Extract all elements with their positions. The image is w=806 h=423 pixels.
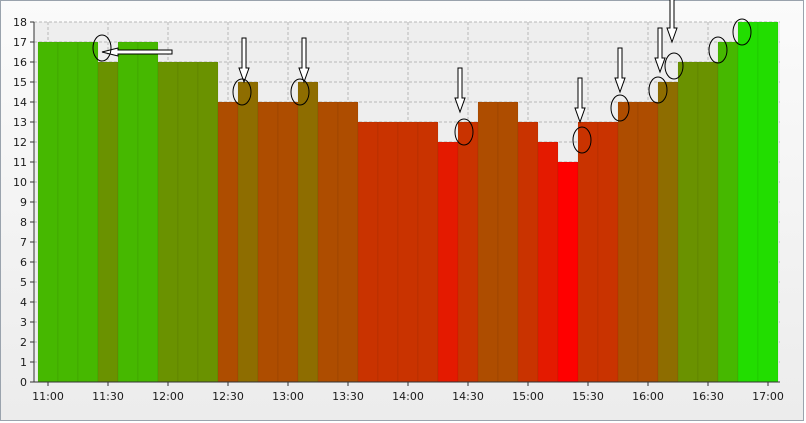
bar: [737, 21, 759, 383]
y-tick-label: 10: [13, 176, 27, 189]
annotations: [92, 0, 752, 154]
bar: [497, 101, 519, 383]
y-tick-label: 18: [13, 16, 27, 29]
annotation-ellipse: [454, 118, 474, 146]
x-tick-label: 16:00: [632, 390, 664, 403]
bar: [297, 81, 319, 383]
y-tick-label: 1: [20, 356, 27, 369]
bar: [157, 61, 179, 383]
annotation-ellipse: [290, 78, 310, 106]
y-tick-label: 12: [13, 136, 27, 149]
annotation-arrow-down: [614, 47, 626, 94]
bar: [637, 101, 659, 383]
bar: [317, 101, 339, 383]
bar: [177, 61, 199, 383]
bar: [557, 161, 579, 383]
x-tick-label: 12:30: [212, 390, 244, 403]
annotation-arrow-down: [298, 37, 310, 84]
x-tick-label: 15:00: [512, 390, 544, 403]
bar: [437, 141, 459, 383]
annotation-ellipse: [664, 52, 684, 80]
bar: [357, 121, 379, 383]
bar: [237, 81, 259, 383]
y-tick-label: 5: [20, 276, 27, 289]
x-tick-label: 13:30: [332, 390, 364, 403]
annotation-ellipse: [648, 76, 668, 104]
bar: [477, 101, 499, 383]
bar: [117, 41, 139, 383]
y-tick-label: 15: [13, 76, 27, 89]
y-tick-label: 13: [13, 116, 27, 129]
bar: [677, 61, 699, 383]
x-tick-label: 14:00: [392, 390, 424, 403]
bar: [277, 101, 299, 383]
bar: [97, 61, 119, 383]
bar: [57, 41, 79, 383]
bar: [137, 41, 159, 383]
x-tick-label: 13:00: [272, 390, 304, 403]
annotation-ellipse: [572, 126, 592, 154]
x-tick-label: 11:30: [92, 390, 124, 403]
bar: [697, 61, 719, 383]
annotation-ellipse: [708, 36, 728, 64]
annotation-ellipse: [92, 34, 112, 62]
bar: [417, 121, 439, 383]
x-tick-label: 12:00: [152, 390, 184, 403]
y-tick-label: 4: [20, 296, 27, 309]
bar: [717, 41, 739, 383]
bar: [657, 81, 679, 383]
y-tick-label: 9: [20, 196, 27, 209]
y-tick-label: 7: [20, 236, 27, 249]
bar: [537, 141, 559, 383]
bar: [197, 61, 219, 383]
y-tick-label: 11: [13, 156, 27, 169]
annotation-ellipse: [732, 18, 752, 46]
y-tick-label: 8: [20, 216, 27, 229]
bar: [37, 41, 59, 383]
annotation-arrow-down: [574, 77, 586, 124]
annotation-arrow-down: [238, 37, 250, 84]
bar: [337, 101, 359, 383]
y-tick-label: 2: [20, 336, 27, 349]
annotation-ellipse: [610, 94, 630, 122]
annotation-arrow-down: [654, 27, 666, 74]
x-tick-label: 16:30: [692, 390, 724, 403]
bar: [597, 121, 619, 383]
bar: [217, 101, 239, 383]
x-tick-label: 17:00: [752, 390, 784, 403]
bar: [577, 121, 599, 383]
bar: [617, 101, 639, 383]
y-tick-label: 16: [13, 56, 27, 69]
bar: [757, 21, 779, 383]
bar: [457, 121, 479, 383]
y-tick-label: 6: [20, 256, 27, 269]
y-tick-label: 0: [20, 376, 27, 389]
x-tick-label: 11:00: [32, 390, 64, 403]
x-tick-label: 14:30: [452, 390, 484, 403]
y-tick-label: 17: [13, 36, 27, 49]
y-tick-label: 14: [13, 96, 27, 109]
annotation-arrow-left: [101, 47, 173, 57]
bar: [77, 41, 99, 383]
annotation-arrow-down: [666, 0, 678, 44]
x-tick-label: 15:30: [572, 390, 604, 403]
annotation-arrow-down: [454, 67, 466, 114]
bar: [377, 121, 399, 383]
annotation-ellipse: [232, 78, 252, 106]
y-tick-label: 3: [20, 316, 27, 329]
bar: [257, 101, 279, 383]
bar: [517, 121, 539, 383]
bar: [397, 121, 419, 383]
